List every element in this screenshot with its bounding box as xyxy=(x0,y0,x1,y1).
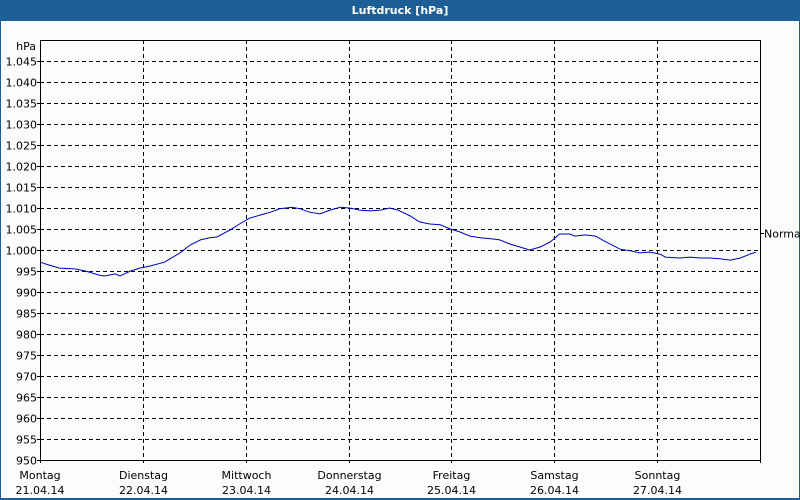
x-tick-date: 21.04.14 xyxy=(16,484,65,497)
x-tick-day: Montag xyxy=(19,469,60,482)
y-axis: hPa 1.045 1.040 1.035 1.030 1.025 1.020 1.015 1.… xyxy=(6,40,40,468)
y-tick-label: 995 xyxy=(16,266,37,279)
y-tick-label: 965 xyxy=(16,392,37,405)
chart-title: Luftdruck [hPa] xyxy=(0,0,800,21)
y-tick-label: 955 xyxy=(16,434,37,447)
y-tick-label: 980 xyxy=(16,329,37,342)
x-tick-date: 26.04.14 xyxy=(530,484,579,497)
pressure-series-line xyxy=(39,206,757,277)
y-tick-label: 1.040 xyxy=(6,77,38,90)
y-tick-label: 960 xyxy=(16,413,37,426)
y-tick-label: 1.020 xyxy=(6,161,38,174)
x-tick-day: Donnerstag xyxy=(317,469,381,482)
grid-lines xyxy=(40,40,760,460)
x-axis: Montag 21.04.14 Dienstag 22.04.14 Mittwoch 23… xyxy=(16,460,761,497)
y-tick-label: 1.035 xyxy=(6,98,38,111)
normal-marker: Normal xyxy=(760,228,800,241)
normal-label: Normal xyxy=(764,228,800,241)
x-tick-date: 27.04.14 xyxy=(633,484,682,497)
x-tick-date: 23.04.14 xyxy=(222,484,271,497)
y-tick-label: 1.010 xyxy=(6,203,38,216)
y-tick-label: 950 xyxy=(16,455,37,468)
x-tick-date: 25.04.14 xyxy=(427,484,476,497)
y-tick-label: 970 xyxy=(16,371,37,384)
y-tick-label: 985 xyxy=(16,308,37,321)
x-tick-day: Mittwoch xyxy=(222,469,272,482)
y-tick-label: 1.005 xyxy=(6,224,38,237)
y-tick-label: 1.015 xyxy=(6,182,38,195)
y-tick-label: 990 xyxy=(16,287,37,300)
y-axis-unit: hPa xyxy=(16,40,36,53)
x-tick-date: 24.04.14 xyxy=(325,484,374,497)
x-tick-date: 22.04.14 xyxy=(119,484,168,497)
y-tick-label: 1.045 xyxy=(6,56,38,69)
x-tick-day: Samstag xyxy=(530,469,578,482)
x-tick-day: Dienstag xyxy=(119,469,168,482)
y-tick-label: 1.030 xyxy=(6,119,38,132)
x-tick-day: Sonntag xyxy=(635,469,681,482)
y-tick-label: 1.025 xyxy=(6,140,38,153)
y-tick-label: 975 xyxy=(16,350,37,363)
y-tick-label: 1.000 xyxy=(6,245,38,258)
x-tick-day: Freitag xyxy=(433,469,471,482)
plot-area-border xyxy=(40,40,761,461)
